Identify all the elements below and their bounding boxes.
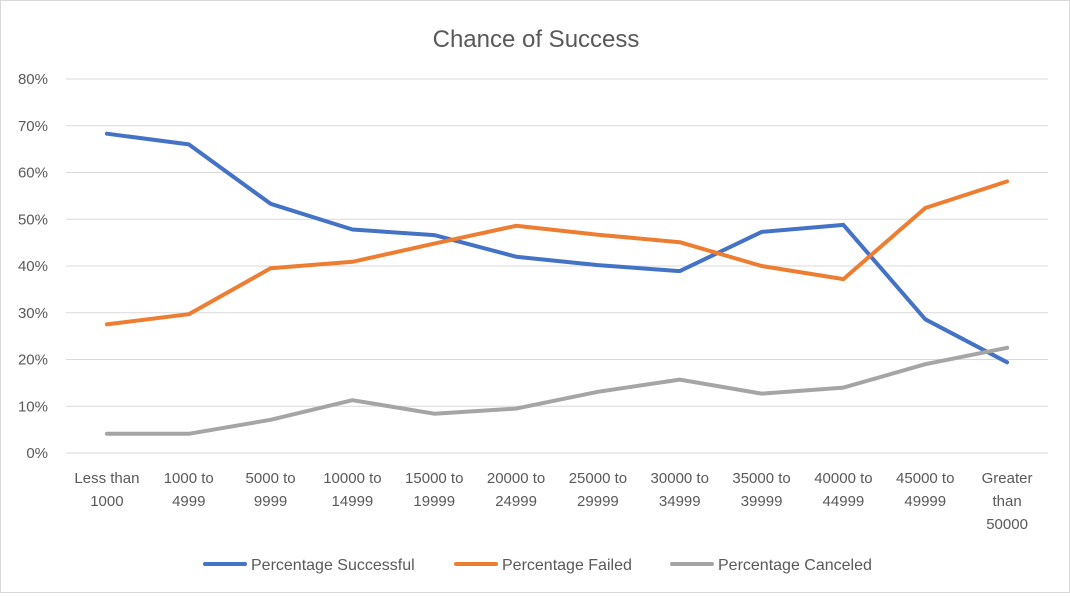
legend-label: Percentage Failed <box>502 557 632 574</box>
y-tick-label: 70% <box>18 118 48 135</box>
legend: Percentage Successful Percentage Failed Pe… <box>203 557 872 574</box>
x-tick-label: 35000 to 39999 <box>732 470 790 510</box>
series-line-2 <box>104 179 1010 327</box>
y-tick-label: 50% <box>18 211 48 228</box>
legend-label: Percentage Successful <box>251 557 415 574</box>
x-tick-label: 1000 to 4999 <box>164 470 214 510</box>
series-lines <box>104 131 1010 436</box>
y-tick-label: 10% <box>18 398 48 415</box>
x-tick-label: 5000 to 9999 <box>246 470 296 510</box>
x-tick-label: Less than 1000 <box>74 470 139 510</box>
y-tick-label: 0% <box>26 445 48 462</box>
series-line-3 <box>104 345 1010 436</box>
y-tick-label: 20% <box>18 352 48 369</box>
y-tick-label: 30% <box>18 305 48 322</box>
y-axis-tick-labels: 0% 10% 20% 30% 40% 50% 60% 70% 80% <box>18 71 48 462</box>
x-tick-label: 10000 to 14999 <box>323 470 381 510</box>
y-tick-label: 40% <box>18 258 48 275</box>
gridlines <box>66 78 1048 454</box>
x-tick-label: Greater than 50000 <box>982 470 1033 533</box>
series-line-1 <box>104 131 1010 365</box>
chart-title: Chance of Success <box>433 26 640 53</box>
x-tick-label: 20000 to 24999 <box>487 470 545 510</box>
x-tick-label: 15000 to 19999 <box>405 470 463 510</box>
y-tick-label: 60% <box>18 165 48 182</box>
y-tick-label: 80% <box>18 71 48 88</box>
x-tick-label: 30000 to 34999 <box>651 470 709 510</box>
x-tick-label: 45000 to 49999 <box>896 470 954 510</box>
x-tick-label: 25000 to 29999 <box>569 470 627 510</box>
x-tick-label: 40000 to 44999 <box>814 470 872 510</box>
x-axis-tick-labels: Less than 1000 1000 to 4999 5000 to 9999 10000… <box>74 470 1032 533</box>
legend-label: Percentage Canceled <box>718 557 872 574</box>
